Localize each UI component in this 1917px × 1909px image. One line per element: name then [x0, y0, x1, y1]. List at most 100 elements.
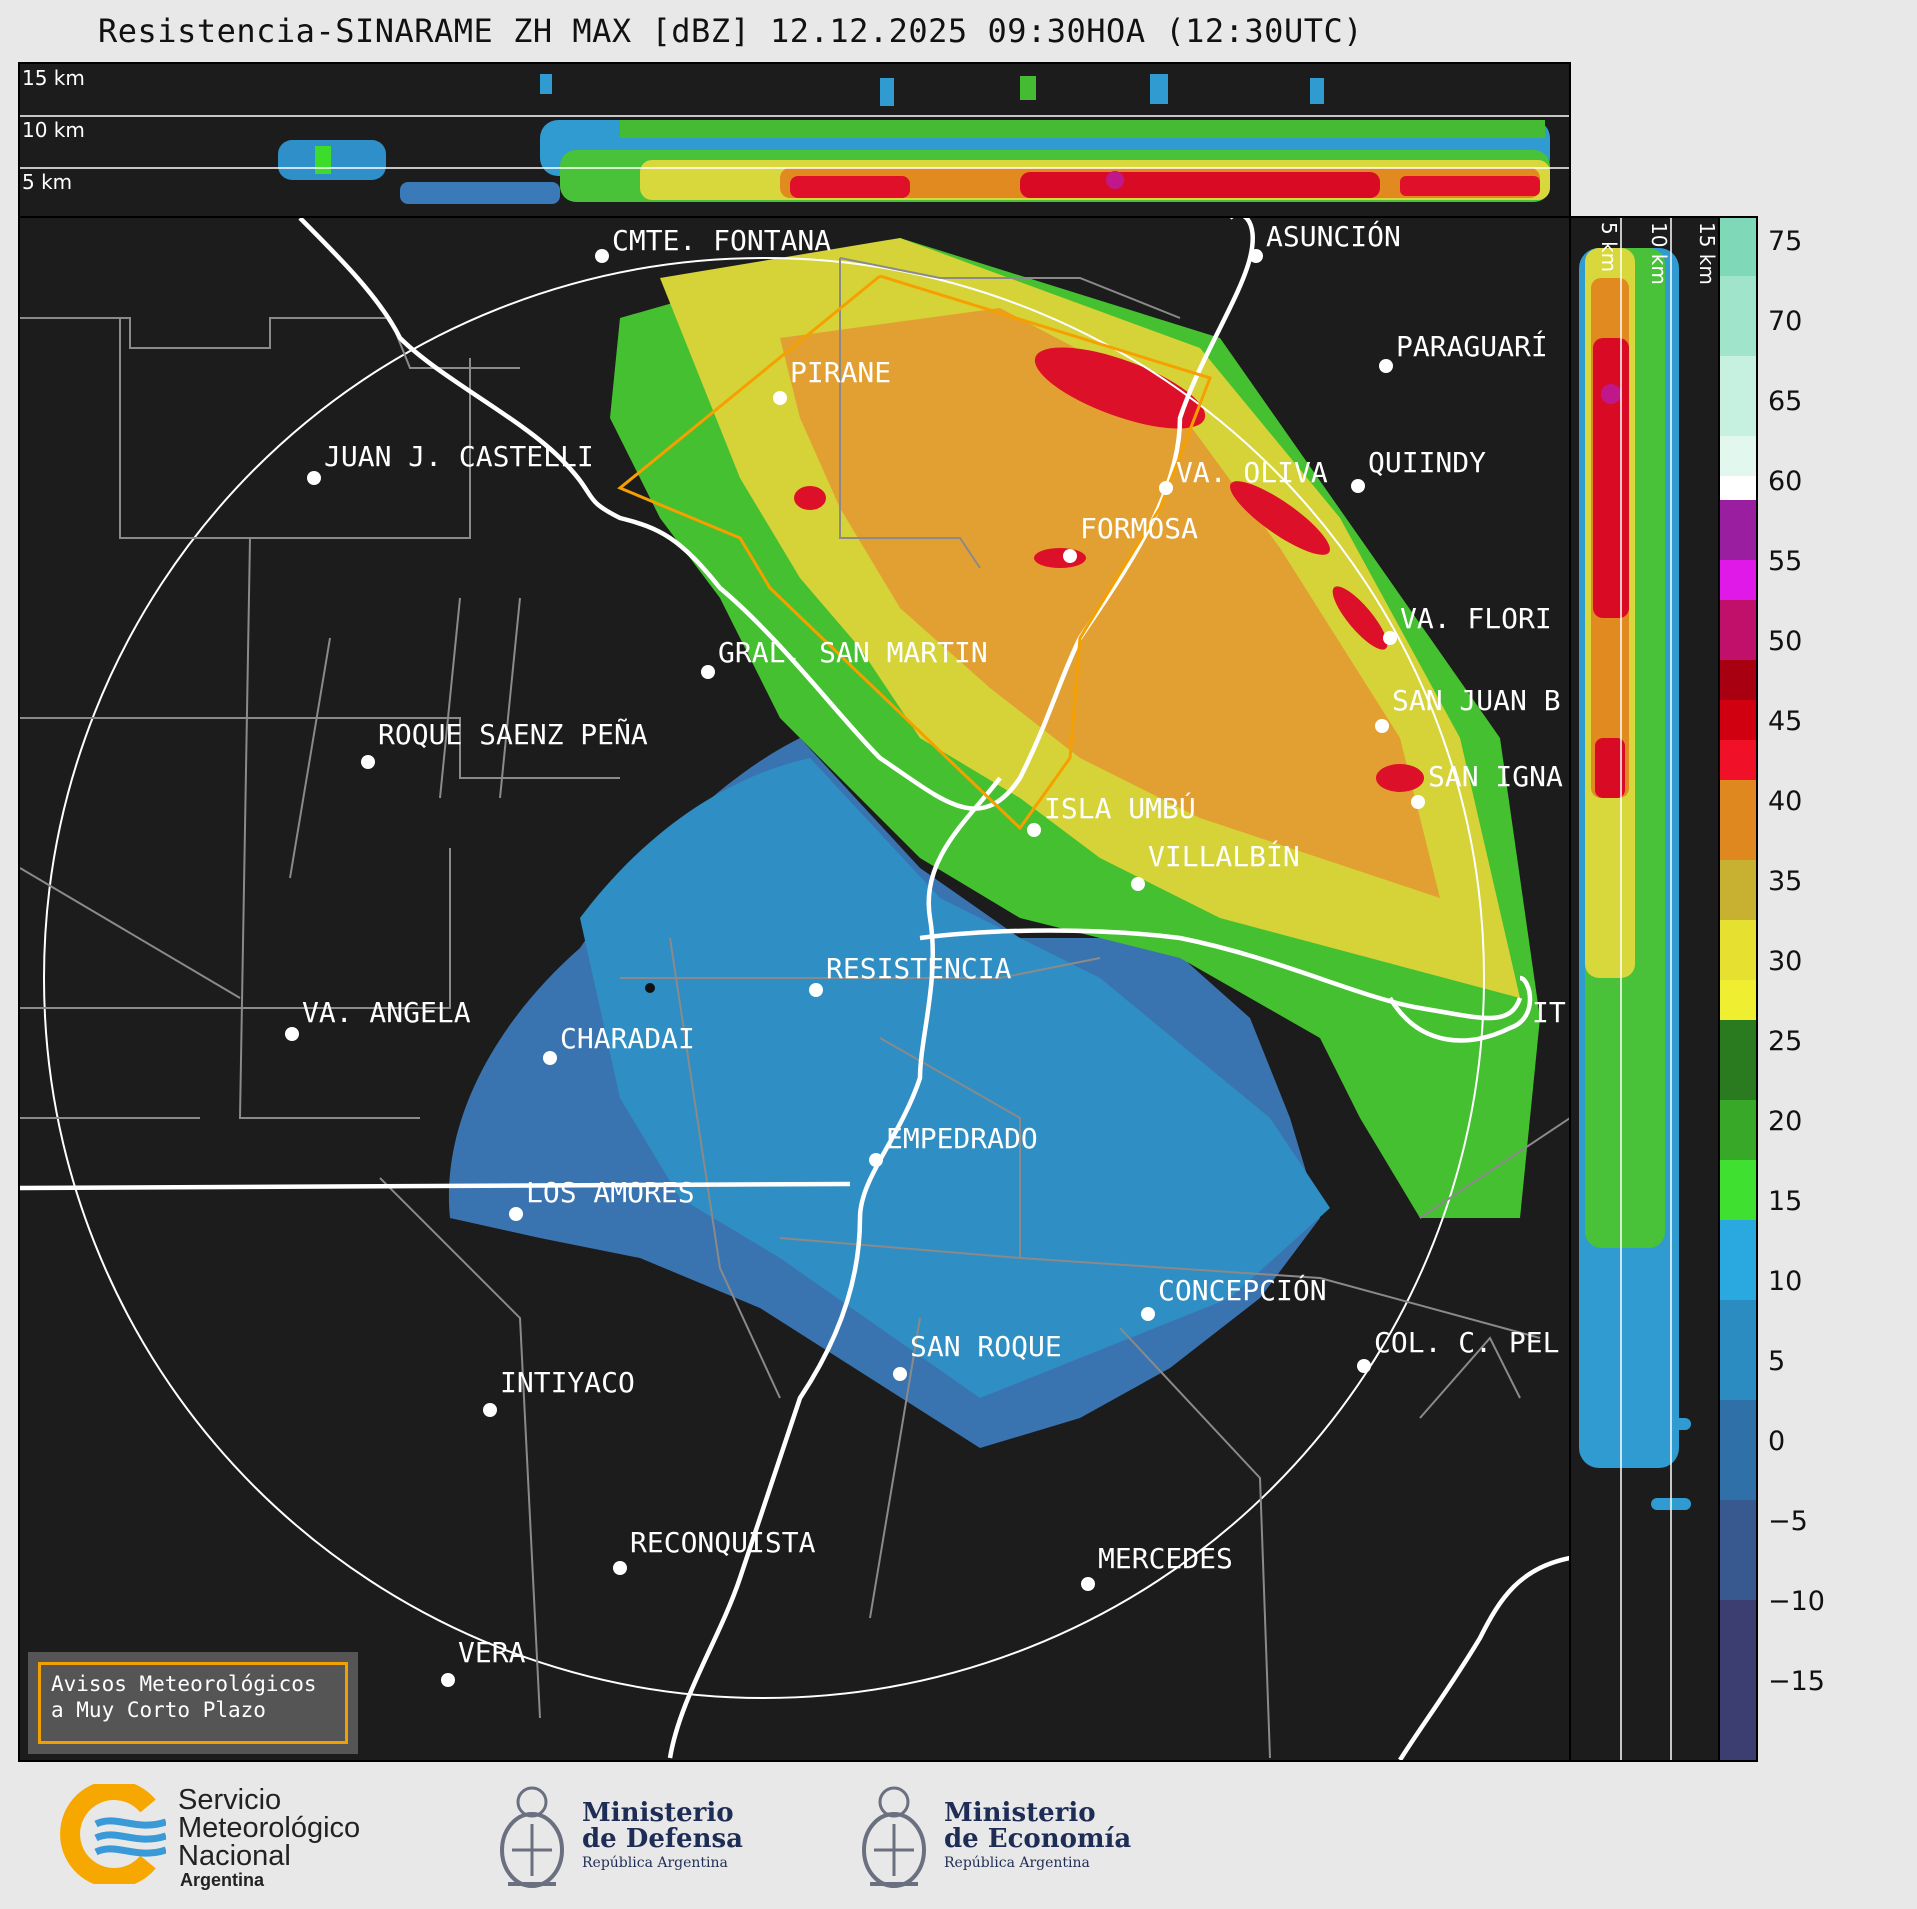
economia-line-1: Ministerio	[944, 1798, 1096, 1828]
city-label-va-flori: VA. FLORI	[1400, 602, 1552, 635]
city-label-charadai: CHARADAI	[560, 1022, 695, 1055]
city-marker-villalbin[interactable]: VILLALBÍN	[1131, 839, 1300, 891]
city-marker-concepcion[interactable]: CONCEPCIÓN	[1141, 1273, 1327, 1321]
city-marker-roque-saenz-pena[interactable]: ROQUE SAENZ PEÑA	[361, 717, 648, 769]
colorbar-tick-minus-15: −15	[1768, 1666, 1825, 1697]
city-marker-asuncion[interactable]: ASUNCIÓN	[1249, 219, 1401, 263]
city-marker-san-roque[interactable]: SAN ROQUE	[893, 1330, 1062, 1381]
altitude-label-10km: 10 km	[22, 118, 85, 142]
city-marker-intiyaco[interactable]: INTIYACO	[483, 1366, 635, 1417]
colorbar-tick-5: 5	[1768, 1346, 1786, 1377]
avisos-line-2: a Muy Corto Plazo	[51, 1698, 266, 1722]
radar-map-panel[interactable]: CMTE. FONTANA ASUNCIÓN PARAGUARÍ PIRANE …	[18, 216, 1571, 1762]
city-label-resistencia: RESISTENCIA	[826, 952, 1012, 985]
city-marker-vera[interactable]: VERA	[441, 1636, 526, 1687]
city-marker-quiindy[interactable]: QUIINDY	[1351, 446, 1486, 493]
city-label-juan-j-castelli: JUAN J. CASTELLI	[324, 440, 594, 473]
economia-line-2: de Economía	[944, 1824, 1132, 1854]
defensa-line-3: República Argentina	[582, 1855, 728, 1871]
colorbar-tick-60: 60	[1768, 466, 1803, 497]
defensa-line-1: Ministerio	[582, 1798, 734, 1828]
city-marker-mercedes[interactable]: MERCEDES	[1081, 1542, 1233, 1591]
colorbar-tick-65: 65	[1768, 386, 1803, 417]
city-label-va-oliva: VA. OLIVA	[1176, 456, 1328, 489]
colorbar-tick-35: 35	[1768, 866, 1803, 897]
city-marker-reconquista[interactable]: RECONQUISTA	[613, 1526, 816, 1575]
city-marker-pirane[interactable]: PIRANE	[773, 356, 891, 405]
colorbar-tick-15: 15	[1768, 1186, 1803, 1217]
altitude-label-15km: 15 km	[22, 66, 85, 90]
city-marker-charadai[interactable]: CHARADAI	[543, 1022, 695, 1065]
defensa-line-2: de Defensa	[582, 1824, 743, 1854]
economia-logo-text: Ministerio de Economía República Argenti…	[944, 1800, 1131, 1874]
altitude-label-5km: 5 km	[22, 170, 73, 194]
side-altitude-label-10km: 10 km	[1647, 222, 1671, 285]
city-label-san-juan-b: SAN JUAN B	[1392, 684, 1561, 717]
colorbar-tick-40: 40	[1768, 786, 1803, 817]
city-label-san-igna: SAN IGNA	[1428, 760, 1563, 793]
radar-map: CMTE. FONTANA ASUNCIÓN PARAGUARÍ PIRANE …	[20, 218, 1569, 1760]
city-marker-juan-j-castelli[interactable]: JUAN J. CASTELLI	[307, 440, 594, 485]
colorbar-tick-75: 75	[1768, 226, 1803, 257]
city-marker-cmte-fontana[interactable]: CMTE. FONTANA	[595, 224, 831, 263]
city-marker-paraguari[interactable]: PARAGUARÍ	[1379, 329, 1548, 373]
colorbar-tick-10: 10	[1768, 1266, 1803, 1297]
smn-line-2: Meteorológico	[178, 1812, 361, 1844]
smn-logo-text: Servicio Meteorológico Nacional Argentin…	[178, 1784, 361, 1891]
colorbar	[1718, 216, 1758, 1762]
city-label-pirane: PIRANE	[790, 356, 891, 389]
city-marker-resistencia[interactable]: RESISTENCIA	[809, 952, 1012, 997]
top-cross-section-panel: 15 km 10 km 5 km	[18, 62, 1571, 220]
city-label-san-roque: SAN ROQUE	[910, 1330, 1062, 1363]
city-label-isla-umbu: ISLA UMBÚ	[1044, 791, 1196, 825]
city-marker-formosa[interactable]: FORMOSA	[1063, 512, 1198, 563]
colorbar-tick-25: 25	[1768, 1026, 1803, 1057]
colorbar-tick-45: 45	[1768, 706, 1803, 737]
city-label-va-angela: VA. ANGELA	[302, 996, 471, 1029]
top-cross-section-image	[20, 64, 1569, 218]
coat-of-arms-icon	[500, 1786, 564, 1888]
side-altitude-label-15km: 15 km	[1695, 222, 1719, 285]
side-altitude-label-5km: 5 km	[1597, 222, 1621, 273]
city-marker-it[interactable]: IT	[1532, 996, 1566, 1029]
avisos-box[interactable]: Avisos Meteorológicos a Muy Corto Plazo	[28, 1652, 358, 1754]
city-label-it: IT	[1532, 996, 1566, 1029]
city-marker-va-flori[interactable]: VA. FLORI	[1383, 602, 1552, 645]
colorbar-tick-55: 55	[1768, 546, 1803, 577]
city-marker-empedrado[interactable]: EMPEDRADO	[869, 1122, 1038, 1167]
city-marker-va-oliva[interactable]: VA. OLIVA	[1159, 456, 1328, 495]
city-label-empedrado: EMPEDRADO	[886, 1122, 1038, 1155]
avisos-box-frame: Avisos Meteorológicos a Muy Corto Plazo	[38, 1662, 348, 1744]
smn-logo-icon	[60, 1784, 166, 1884]
city-label-mercedes: MERCEDES	[1098, 1542, 1233, 1575]
colorbar-tick-minus-5: −5	[1768, 1506, 1808, 1537]
city-marker-gral-san-martin[interactable]: GRAL. SAN MARTIN	[701, 636, 988, 679]
colorbar-tick-minus-10: −10	[1768, 1586, 1825, 1617]
colorbar-tick-50: 50	[1768, 626, 1803, 657]
city-label-quiindy: QUIINDY	[1368, 446, 1486, 479]
defensa-logo-text: Ministerio de Defensa República Argentin…	[582, 1800, 743, 1874]
city-label-col-c-pel: COL. C. PEL	[1374, 1326, 1559, 1359]
smn-line-1: Servicio	[178, 1784, 282, 1816]
colorbar-tick-0: 0	[1768, 1426, 1786, 1457]
city-label-paraguari: PARAGUARÍ	[1396, 329, 1548, 363]
city-marker-isla-umbu[interactable]: ISLA UMBÚ	[1027, 791, 1196, 837]
city-marker-san-igna[interactable]: SAN IGNA	[1411, 760, 1563, 809]
city-label-roque-saenz-pena: ROQUE SAENZ PEÑA	[378, 717, 648, 751]
city-label-concepcion: CONCEPCIÓN	[1158, 1273, 1327, 1307]
chart-title: Resistencia-SINARAME ZH MAX [dBZ] 12.12.…	[98, 12, 1363, 50]
city-label-villalbin: VILLALBÍN	[1148, 839, 1300, 873]
colorbar-tick-20: 20	[1768, 1106, 1803, 1137]
side-cross-section-panel: 5 km 10 km 15 km	[1569, 216, 1722, 1762]
city-label-gral-san-martin: GRAL. SAN MARTIN	[718, 636, 988, 669]
city-marker-col-c-pel[interactable]: COL. C. PEL	[1357, 1326, 1559, 1373]
side-cross-section-image	[1571, 218, 1720, 1760]
colorbar-tick-70: 70	[1768, 306, 1803, 337]
city-marker-va-angela[interactable]: VA. ANGELA	[285, 996, 471, 1041]
city-marker-los-amores[interactable]: LOS AMORES	[509, 1176, 695, 1221]
city-marker-san-juan-b[interactable]: SAN JUAN B	[1375, 684, 1561, 733]
city-label-intiyaco: INTIYACO	[500, 1366, 635, 1399]
economia-line-3: República Argentina	[944, 1855, 1090, 1871]
avisos-line-1: Avisos Meteorológicos	[51, 1672, 317, 1696]
smn-line-3: Nacional	[178, 1840, 291, 1872]
